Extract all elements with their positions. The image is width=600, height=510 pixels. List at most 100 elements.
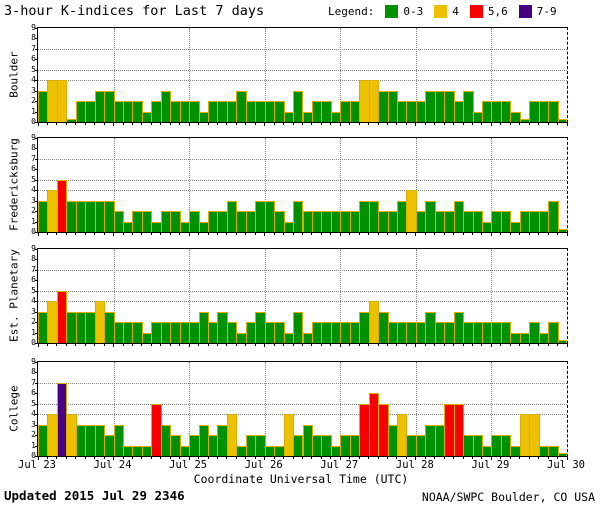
x-tick-mark — [37, 457, 39, 460]
x-tick-mark — [150, 457, 152, 459]
vgridline-day — [415, 28, 417, 122]
hgridline-k5 — [38, 69, 567, 71]
y-tick-label: 4 — [31, 185, 36, 195]
legend: Legend: 0-3 4 5,6 7-9 — [328, 5, 557, 18]
hgridline-k5 — [38, 179, 567, 181]
k-bar — [548, 101, 559, 122]
x-tick-mark — [75, 457, 77, 459]
updated-timestamp: Updated 2015 Jul 29 2346 — [4, 488, 185, 503]
x-tick-mark — [557, 344, 559, 346]
y-tick-mark — [35, 232, 38, 233]
k-bar — [557, 229, 567, 232]
y-tick-mark — [35, 362, 38, 363]
y-tick-mark — [35, 28, 38, 29]
vgridline-day — [340, 249, 342, 343]
hgridline-k7 — [38, 382, 567, 384]
x-tick-mark — [547, 344, 549, 346]
x-tick-mark — [462, 123, 464, 125]
x-tick-mark — [141, 457, 143, 459]
x-tick-mark — [216, 233, 218, 235]
x-tick-mark — [245, 457, 247, 459]
y-tick-label: 1 — [31, 216, 36, 226]
y-tick-mark — [35, 414, 38, 416]
x-tick-mark — [150, 233, 152, 235]
x-date-label: Jul 28 — [395, 459, 434, 471]
legend-item-label: 5,6 — [487, 5, 508, 18]
x-tick-mark — [566, 344, 568, 347]
x-tick-mark — [75, 344, 77, 346]
x-tick-mark — [122, 457, 124, 459]
x-tick-mark — [150, 344, 152, 346]
vgridline-day — [189, 28, 191, 122]
x-tick-mark — [405, 457, 407, 459]
x-tick-mark — [65, 457, 67, 459]
x-tick-mark — [131, 457, 133, 459]
y-tick-label: 8 — [31, 367, 36, 377]
y-tick-label: 0 — [31, 451, 36, 460]
x-tick-mark — [235, 233, 237, 235]
x-tick-mark — [557, 123, 559, 125]
x-tick-mark — [490, 457, 492, 460]
x-tick-mark — [320, 233, 322, 235]
hgridline-k4 — [38, 80, 567, 82]
k-bar — [529, 414, 540, 456]
y-tick-mark — [35, 332, 38, 334]
x-tick-mark — [566, 233, 568, 236]
x-tick-mark — [462, 344, 464, 346]
y-tick-label: 9 — [31, 23, 36, 32]
x-tick-mark — [528, 233, 530, 235]
x-tick-mark — [65, 123, 67, 125]
x-tick-mark — [141, 123, 143, 125]
x-tick-mark — [216, 344, 218, 346]
x-tick-mark — [387, 123, 389, 125]
x-tick-mark — [424, 344, 426, 346]
x-tick-mark — [443, 344, 445, 346]
k-bar — [557, 119, 567, 122]
x-tick-mark — [434, 123, 436, 125]
y-tick-mark — [35, 111, 38, 113]
x-tick-mark — [368, 457, 370, 459]
x-tick-mark — [415, 344, 417, 347]
x-tick-mark — [65, 344, 67, 346]
vgridline-day — [113, 249, 115, 343]
x-tick-mark — [377, 233, 379, 235]
x-tick-mark — [538, 344, 540, 346]
hgridline-k7 — [38, 158, 567, 160]
x-tick-mark — [538, 457, 540, 459]
x-tick-mark — [264, 123, 266, 126]
y-tick-label: 4 — [31, 296, 36, 306]
legend-label: Legend: — [328, 5, 375, 18]
x-tick-mark — [264, 233, 266, 236]
y-tick-mark — [35, 179, 38, 181]
x-tick-mark — [113, 123, 115, 126]
y-tick-mark — [35, 259, 38, 261]
vgridline-day — [264, 249, 266, 343]
x-tick-mark — [235, 344, 237, 346]
x-tick-mark — [566, 457, 568, 460]
y-tick-mark — [35, 138, 38, 139]
x-tick-mark — [226, 233, 228, 235]
y-tick-mark — [35, 211, 38, 213]
y-tick-label: 0 — [31, 338, 36, 347]
x-tick-mark — [141, 233, 143, 235]
x-tick-mark — [519, 344, 521, 346]
x-tick-mark — [169, 457, 171, 459]
y-tick-mark — [35, 382, 38, 384]
x-tick-mark — [462, 233, 464, 235]
y-tick-label: 7 — [31, 43, 36, 53]
y-tick-mark — [35, 249, 38, 250]
x-tick-mark — [273, 233, 275, 235]
x-tick-mark — [254, 233, 256, 235]
x-tick-mark — [207, 344, 209, 346]
x-tick-mark — [283, 344, 285, 346]
y-tick-label: 1 — [31, 327, 36, 337]
x-tick-mark — [387, 457, 389, 459]
legend-item-0-3: 0-3 — [385, 5, 423, 18]
y-tick-label: 3 — [31, 85, 36, 95]
y-tick-mark — [35, 424, 38, 426]
panel-est-planetary: 0 1 2 3 4 5 6 7 8 9 Est. Planetary — [8, 245, 568, 347]
vgridline-day — [264, 362, 266, 456]
x-tick-mark — [160, 123, 162, 125]
x-tick-mark — [443, 233, 445, 235]
legend-swatch-icon — [434, 5, 448, 18]
